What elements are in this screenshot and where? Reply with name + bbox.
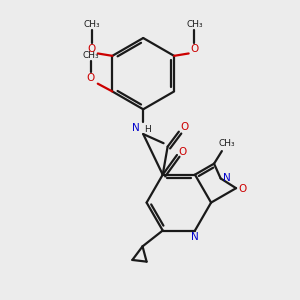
Text: O: O bbox=[238, 184, 246, 194]
Text: CH₃: CH₃ bbox=[84, 20, 100, 29]
Text: N: N bbox=[191, 232, 199, 242]
Text: CH₃: CH₃ bbox=[219, 139, 235, 148]
Text: O: O bbox=[190, 44, 199, 54]
Text: O: O bbox=[181, 122, 189, 132]
Text: N: N bbox=[223, 173, 231, 184]
Text: O: O bbox=[88, 44, 96, 54]
Text: O: O bbox=[178, 147, 186, 157]
Text: H: H bbox=[145, 125, 151, 134]
Text: CH₃: CH₃ bbox=[83, 51, 99, 60]
Text: CH₃: CH₃ bbox=[186, 20, 203, 29]
Text: O: O bbox=[87, 73, 95, 83]
Text: N: N bbox=[132, 123, 140, 133]
